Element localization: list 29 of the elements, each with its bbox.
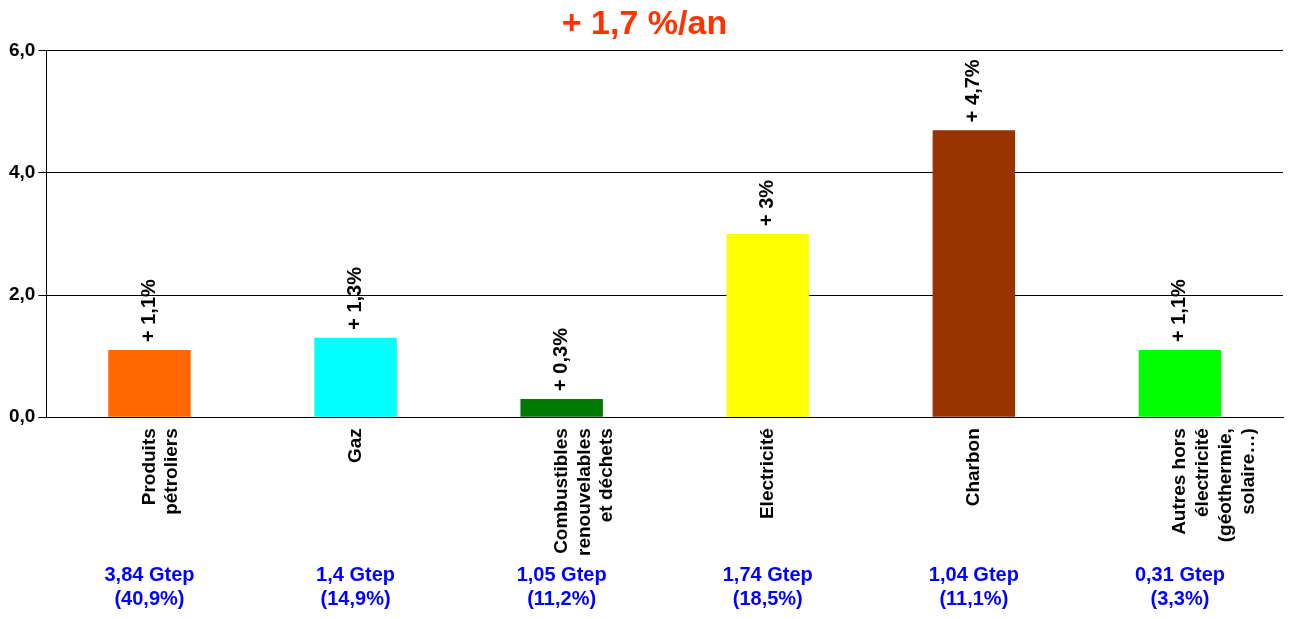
chart-title: + 1,7 %/an bbox=[561, 2, 728, 41]
x-tick-label: Produits pétroliers bbox=[137, 428, 182, 515]
bar bbox=[520, 398, 603, 417]
text: 3,84 Gtep (40,9%) bbox=[104, 562, 195, 609]
data-label: + 1,3% bbox=[343, 266, 366, 330]
y-tick-label: 2,0 bbox=[8, 283, 36, 305]
bar bbox=[108, 350, 191, 417]
text: 1,74 Gtep (18,5%) bbox=[722, 562, 813, 609]
bar bbox=[314, 337, 397, 417]
data-label: + 1,1% bbox=[1167, 279, 1190, 343]
x-tick-label: Charbon bbox=[962, 428, 984, 507]
y-tick-label: 4,0 bbox=[8, 161, 36, 183]
text: 1,05 Gtep (11,2%) bbox=[516, 562, 607, 609]
data-label: + 3% bbox=[755, 179, 778, 227]
y-tick-label: 6,0 bbox=[8, 39, 36, 61]
bar bbox=[1138, 350, 1222, 417]
data-label: + 0,3% bbox=[549, 327, 572, 391]
x-tick-label: Combustibles renouvelables et déchets bbox=[549, 428, 617, 556]
data-label: + 1,1% bbox=[136, 279, 159, 343]
text: 1,04 Gtep (11,1%) bbox=[928, 562, 1019, 609]
y-tick-label: 0,0 bbox=[8, 405, 36, 427]
bar bbox=[726, 234, 809, 417]
text: 1,4 Gtep (14,9%) bbox=[316, 562, 396, 609]
x-tick-label: Electricité bbox=[755, 428, 777, 520]
data-label: + 4,7% bbox=[961, 59, 984, 123]
x-tick-label: Autres hors électricité (géothermie, solaire…) bbox=[1168, 428, 1258, 543]
x-tick-label: Gaz bbox=[343, 428, 365, 464]
text: 0,31 Gtep (3,3%) bbox=[1134, 562, 1225, 609]
bar bbox=[932, 130, 1016, 417]
